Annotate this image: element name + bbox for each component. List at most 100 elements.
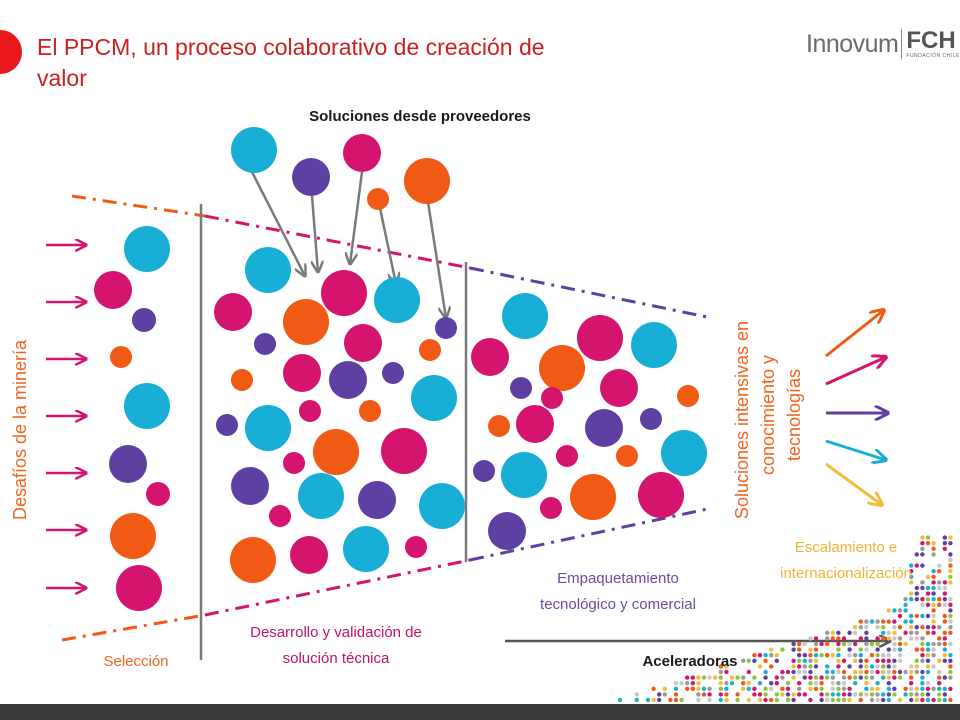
- decor-dot: [752, 692, 757, 697]
- decor-dot: [808, 636, 813, 641]
- decor-dot: [897, 658, 903, 663]
- label-soluciones-intensivas: Soluciones intensivas en conocimiento y …: [732, 321, 804, 519]
- challenge-input-arrows: [46, 245, 86, 588]
- decor-dot: [802, 675, 807, 680]
- bubble: [540, 497, 562, 519]
- bubble: [231, 369, 253, 391]
- decor-dot: [735, 675, 740, 680]
- decor-dot: [718, 692, 723, 697]
- label-desafios-mineria: Desafíos de la minería: [10, 339, 30, 520]
- bubble: [631, 322, 677, 368]
- decor-dot: [925, 653, 931, 658]
- decor-dot: [875, 625, 880, 630]
- decor-dot: [892, 636, 897, 641]
- bubble: [245, 405, 291, 451]
- decor-dot: [802, 641, 807, 647]
- decor-dot: [892, 630, 897, 635]
- decor-dot: [942, 630, 947, 635]
- bubble: [405, 536, 427, 558]
- packaging-bubbles: [471, 293, 707, 550]
- decor-dot: [881, 636, 886, 641]
- decor-dot: [813, 664, 819, 669]
- decor-dot: [657, 692, 662, 697]
- bubble: [329, 361, 367, 399]
- decor-dot: [920, 681, 925, 686]
- decor-dot: [808, 697, 813, 703]
- bubble: [677, 385, 699, 407]
- title-accent-dot: [0, 30, 22, 74]
- decor-dot: [881, 619, 886, 624]
- decor-dot: [741, 686, 746, 691]
- decor-dot: [864, 681, 869, 686]
- decor-dot: [825, 697, 830, 703]
- decorative-dot-pattern: [617, 535, 953, 703]
- decor-dot: [942, 647, 947, 652]
- decor-dot: [813, 658, 819, 663]
- decor-dot: [920, 697, 925, 703]
- decor-dot: [864, 636, 869, 641]
- decor-dot: [769, 686, 774, 691]
- decor-dot: [903, 630, 908, 635]
- decor-dot: [825, 636, 830, 641]
- decor-dot: [931, 653, 936, 658]
- decor-dot: [925, 574, 931, 579]
- decor-dot: [746, 681, 751, 686]
- decor-dot: [914, 697, 919, 703]
- decor-dot: [875, 669, 880, 675]
- decor-dot: [925, 613, 931, 619]
- decor-dot: [909, 591, 914, 596]
- supplier-arrow: [350, 171, 364, 264]
- decor-dot: [673, 686, 679, 691]
- decor-dot: [886, 619, 891, 624]
- bubble: [110, 513, 156, 559]
- decor-dot: [819, 675, 824, 680]
- label-line: tecnológico y comercial: [540, 596, 696, 613]
- decor-dot: [881, 692, 886, 697]
- decor-dot: [791, 647, 796, 652]
- decor-dot: [701, 686, 707, 691]
- decor-dot: [881, 658, 886, 663]
- decor-dot: [847, 647, 852, 652]
- bubble: [313, 429, 359, 475]
- decor-dot: [718, 675, 723, 680]
- decor-dot: [948, 619, 953, 624]
- decor-dot: [769, 653, 774, 658]
- decor-dot: [948, 552, 953, 557]
- decor-dot: [858, 625, 863, 630]
- decor-dot: [707, 692, 712, 697]
- decor-dot: [645, 697, 651, 703]
- decor-dot: [808, 669, 813, 675]
- decor-dot: [864, 664, 869, 669]
- decor-dot: [914, 658, 919, 663]
- decor-dot: [925, 625, 931, 630]
- bubble: [109, 445, 147, 483]
- decor-dot: [937, 585, 942, 591]
- decor-dot: [769, 647, 774, 652]
- decor-dot: [886, 697, 891, 703]
- decor-dot: [847, 675, 852, 680]
- decor-dot: [937, 681, 942, 686]
- decor-dot: [931, 585, 936, 591]
- label-soluciones-proveedores: Soluciones desde proveedores: [309, 108, 531, 125]
- decor-dot: [797, 664, 802, 669]
- decor-dot: [942, 546, 947, 551]
- decor-dot: [886, 675, 891, 680]
- decor-dot: [942, 697, 947, 703]
- decor-dot: [875, 647, 880, 652]
- decor-dot: [841, 681, 847, 686]
- decor-dot: [920, 636, 925, 641]
- innovum-fch-logo: Innovum FCH FUNDACIÓN CHILE: [806, 22, 960, 66]
- decor-dot: [718, 697, 723, 703]
- decor-dot: [914, 585, 919, 591]
- decor-dot: [769, 664, 774, 669]
- decor-dot: [948, 569, 953, 574]
- bubble: [419, 483, 465, 529]
- decor-dot: [853, 692, 858, 697]
- decor-dot: [724, 681, 729, 686]
- decor-dot: [774, 675, 779, 680]
- decor-dot: [931, 602, 936, 607]
- decor-dot: [808, 647, 813, 652]
- bubble: [501, 452, 547, 498]
- decor-dot: [791, 641, 796, 647]
- decor-dot: [948, 608, 953, 613]
